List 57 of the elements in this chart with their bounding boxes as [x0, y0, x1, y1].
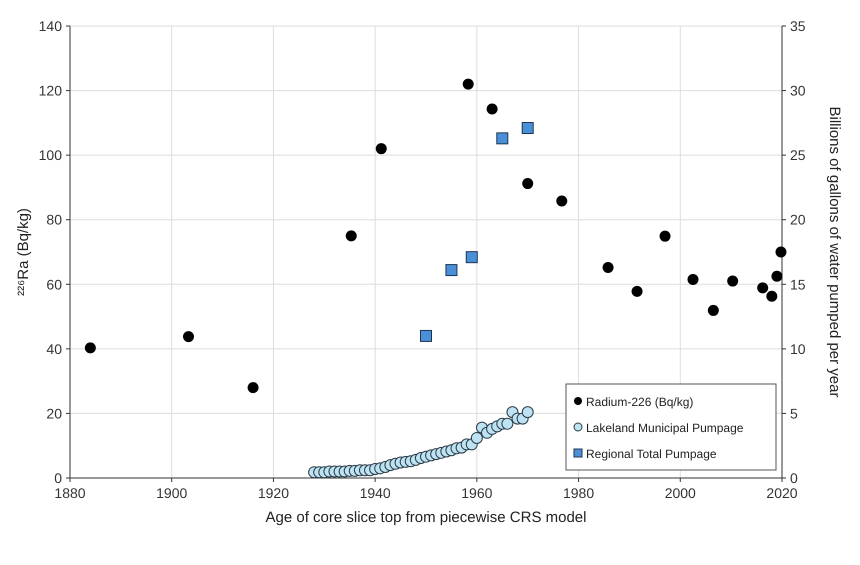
y2-tick-label: 35 — [790, 18, 806, 34]
legend-label: Regional Total Pumpage — [586, 447, 717, 461]
y-tick-label: 20 — [46, 405, 62, 422]
y-tick-label: 40 — [46, 340, 62, 357]
x-tick-label: 2000 — [664, 485, 696, 501]
point — [496, 132, 508, 144]
y2-tick-label: 10 — [790, 340, 806, 357]
point — [466, 251, 478, 264]
point — [727, 276, 738, 287]
point — [688, 274, 698, 285]
point — [602, 262, 614, 273]
y2-tick-label: 30 — [790, 82, 806, 99]
x-tick-label: 1920 — [258, 485, 290, 501]
point — [84, 342, 96, 354]
x-tick-label: 1980 — [562, 485, 594, 501]
y-tick-label: 140 — [38, 18, 62, 34]
x-tick-label: 1960 — [461, 485, 493, 501]
y-axis-title: ²²⁶Ra (Bq/kg) — [15, 208, 32, 296]
point — [445, 264, 458, 276]
point — [771, 270, 782, 282]
x-tick-label: 1880 — [54, 485, 86, 501]
x-tick-label: 1900 — [156, 485, 188, 501]
legend-label: Radium-226 (Bq/kg) — [586, 395, 694, 409]
y2-tick-label: 20 — [790, 212, 806, 228]
point — [522, 122, 534, 134]
y-tick-label: 60 — [46, 276, 62, 292]
point — [660, 230, 671, 242]
point — [708, 304, 719, 316]
x-tick-label: 1940 — [360, 485, 391, 501]
y2-tick-label: 0 — [790, 470, 798, 486]
point — [632, 286, 643, 297]
point — [182, 331, 194, 342]
point — [420, 330, 432, 342]
y2-axis-title: Billions of gallons of water pumped per year — [826, 106, 843, 398]
y-tick-label: 0 — [54, 470, 62, 486]
point — [462, 78, 474, 90]
point — [522, 406, 534, 418]
y-tick-label: 120 — [38, 82, 62, 99]
x-axis-title: Age of core slice top from piecewise CRS model — [266, 509, 586, 526]
y2-tick-label: 5 — [790, 405, 798, 422]
y2-tick-label: 15 — [790, 276, 806, 292]
point — [376, 143, 387, 154]
point — [486, 103, 498, 114]
point — [248, 382, 259, 394]
y-tick-label: 100 — [38, 147, 62, 164]
point — [346, 230, 357, 242]
point — [766, 290, 778, 302]
legend-label: Lakeland Municipal Pumpage — [586, 421, 744, 435]
point — [501, 418, 514, 430]
point — [470, 432, 483, 444]
point — [556, 195, 568, 206]
y2-tick-label: 25 — [790, 147, 806, 164]
point — [522, 178, 534, 190]
y-tick-label: 80 — [46, 212, 62, 228]
point — [775, 246, 786, 258]
point — [757, 282, 768, 294]
x-tick-label: 2020 — [766, 485, 798, 501]
